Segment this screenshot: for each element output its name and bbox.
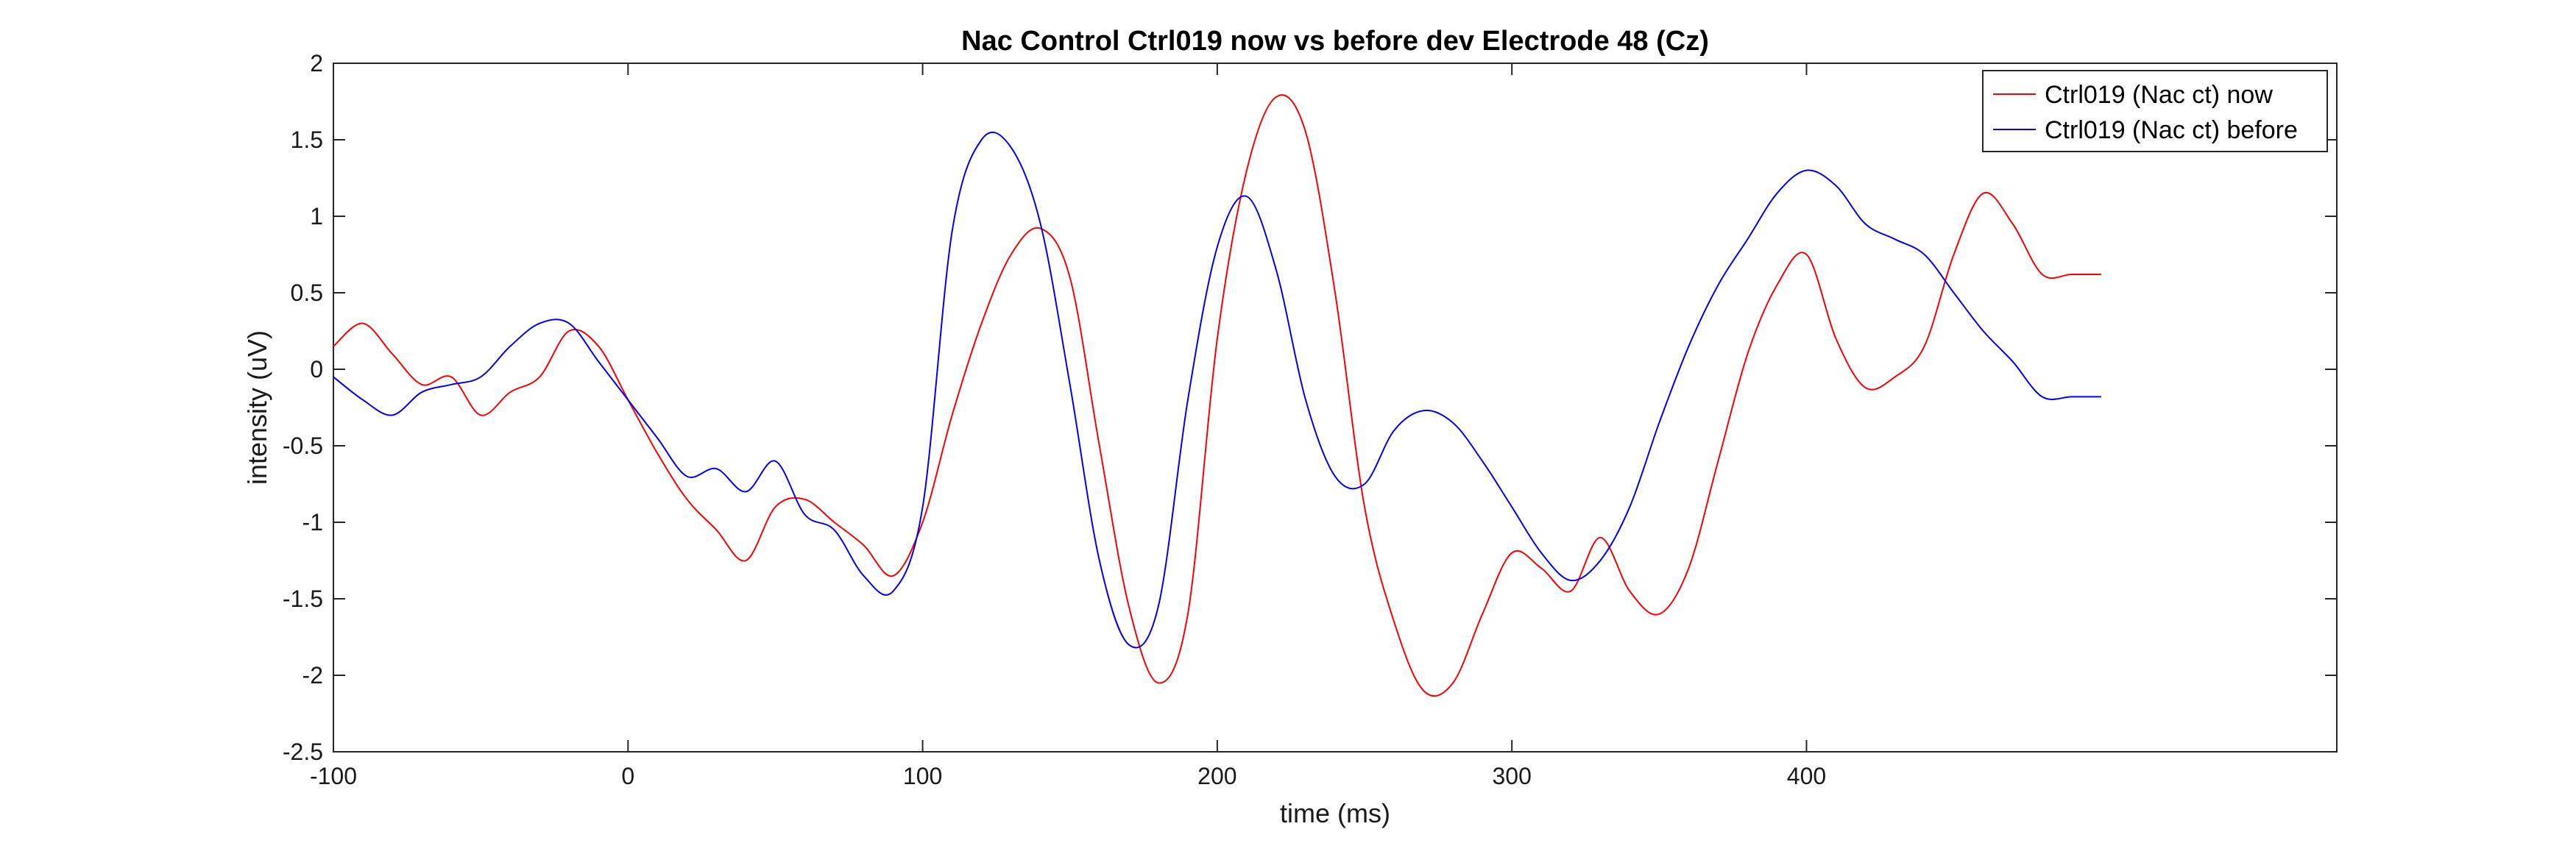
legend-label-now: Ctrl019 (Nac ct) now [2045, 81, 2273, 109]
y-axis-label: intensity (uV) [242, 330, 272, 485]
y-tick-label: -2.5 [283, 739, 323, 765]
y-tick-label: 1.5 [291, 127, 323, 153]
x-tick-label: 200 [1197, 763, 1236, 789]
y-tick-label: 1 [310, 203, 323, 230]
y-tick-label: 0.5 [291, 280, 323, 306]
legend: Ctrl019 (Nac ct) now Ctrl019 (Nac ct) be… [1983, 71, 2327, 152]
x-tick-label: -100 [310, 763, 357, 789]
x-tick-label: 300 [1492, 763, 1531, 789]
y-tick-label: -0.5 [283, 433, 323, 459]
chart-title: Nac Control Ctrl019 now vs before dev El… [961, 26, 1709, 57]
legend-label-before: Ctrl019 (Nac ct) before [2045, 116, 2298, 144]
x-tick-label: 100 [903, 763, 942, 789]
y-tick-label: -1 [302, 509, 323, 536]
y-tick-label: -1.5 [283, 586, 323, 612]
y-tick-label: -2 [302, 662, 323, 689]
y-tick-label: 0 [310, 356, 323, 383]
x-axis-label: time (ms) [1280, 798, 1390, 828]
x-tick-label: 400 [1787, 763, 1826, 789]
y-tick-label: 2 [310, 50, 323, 77]
x-tick-label: 0 [621, 763, 634, 789]
